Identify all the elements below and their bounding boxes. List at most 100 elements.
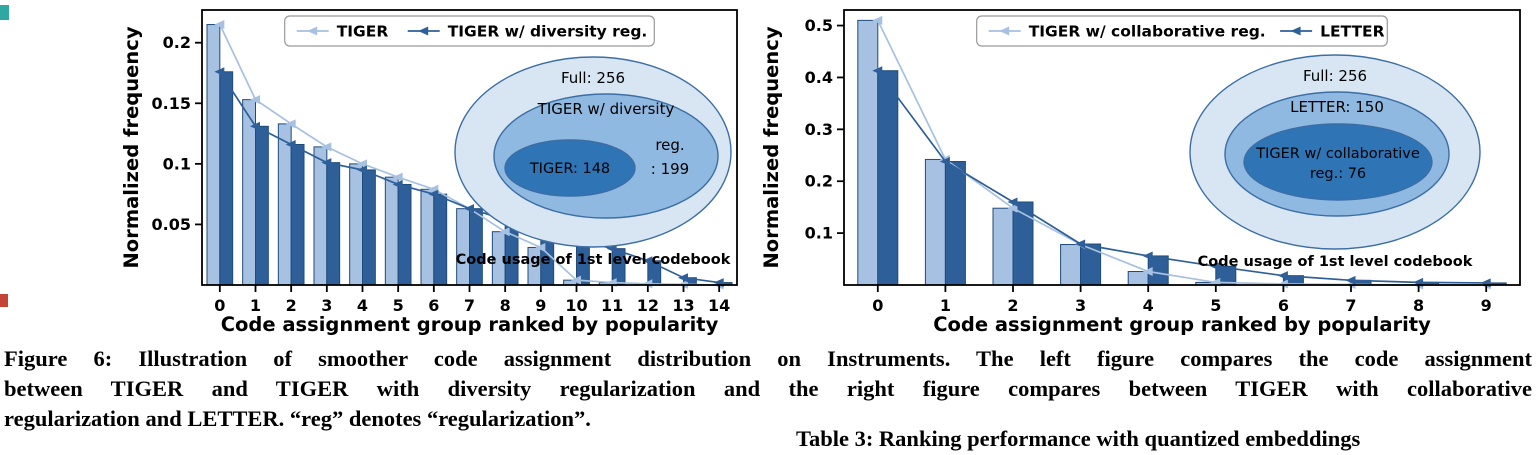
- svg-text:6: 6: [1278, 296, 1289, 315]
- left-arrow-marker: [464, 204, 474, 214]
- inset-middle-label: LETTER: 150: [1290, 98, 1384, 116]
- svg-text:10: 10: [565, 296, 587, 315]
- left-arrow-marker: [1277, 279, 1288, 289]
- left-arrow-marker: [535, 242, 546, 252]
- inset-inner-ellipse: [1243, 123, 1433, 201]
- svg-text:8: 8: [500, 296, 511, 315]
- lines: [214, 20, 724, 290]
- bar-s0-x0: [857, 19, 879, 286]
- svg-text:7: 7: [464, 296, 475, 315]
- left-arrow-marker: [307, 26, 318, 36]
- inset-inner-label: reg.: 76: [1310, 166, 1366, 182]
- left-arrow-marker: [1007, 203, 1018, 213]
- codebook-usage-inset: Full: 256 LETTER: 150 TIGER w/ collaborati…: [1189, 54, 1481, 270]
- left-arrow-marker: [1290, 26, 1301, 36]
- axes: 0.1 0.2 0.3 0.4 0.5 0 1 2 3 4 5 6 7 8 9 Code assignment…: [760, 9, 1521, 336]
- left-arrow-marker: [939, 157, 950, 167]
- bar-s0-x4: [1127, 271, 1149, 286]
- legend: TIGER w/ collaborative reg. LETTER: [976, 15, 1388, 47]
- left-arrow-marker: [872, 15, 883, 25]
- left-edge-artifact-mid: [0, 294, 8, 307]
- left-arrow-marker: [1345, 275, 1356, 285]
- left-arrow-marker: [428, 189, 439, 199]
- svg-text:6: 6: [428, 296, 439, 315]
- left-arrow-marker: [1007, 197, 1018, 207]
- bar-s1-x3: [326, 162, 341, 286]
- left-arrow-marker: [321, 158, 332, 168]
- y-axis-label: Normalized frequency: [760, 26, 783, 268]
- left-arrow-marker: [285, 119, 296, 129]
- inset-middle-label: TIGER w/ diversity: [537, 100, 675, 118]
- left-arrow-marker: [642, 256, 653, 266]
- svg-text:1: 1: [940, 296, 951, 315]
- bar-s0-x0: [206, 24, 221, 286]
- left-arrow-marker: [214, 20, 225, 30]
- bar-s0-x5: [384, 176, 399, 286]
- line-s1: [877, 70, 1487, 284]
- svg-text:5: 5: [393, 296, 404, 315]
- left-arrow-marker: [642, 279, 653, 289]
- left-arrow-marker: [392, 179, 403, 189]
- svg-text:4: 4: [357, 296, 368, 315]
- left-arrow-marker: [250, 121, 260, 131]
- bar-s0-x3: [1060, 244, 1082, 286]
- bar-s1-x2: [290, 143, 305, 286]
- inset-inner-ellipse: [504, 139, 636, 197]
- legend-label-s1: LETTER: [1320, 23, 1385, 41]
- bars: [857, 19, 1507, 286]
- svg-text:0.2: 0.2: [805, 172, 833, 191]
- svg-text:0.5: 0.5: [805, 16, 833, 35]
- figure-caption-line-3: regularization and LETTER. “reg” denotes…: [4, 406, 591, 431]
- left-arrow-marker: [1142, 251, 1153, 261]
- bar-s1-x1: [944, 161, 966, 286]
- svg-text:0.3: 0.3: [805, 120, 833, 139]
- bar-s1-x0: [877, 70, 899, 286]
- svg-text:3: 3: [321, 296, 332, 315]
- svg-text:2: 2: [1007, 296, 1018, 315]
- svg-text:7: 7: [1345, 296, 1356, 315]
- bar-s0-x4: [349, 163, 364, 286]
- y-axis-label: Normalized frequency: [120, 26, 143, 268]
- inset-middle-label-extra: : 199: [651, 160, 689, 178]
- bar-s1-x5: [397, 183, 412, 286]
- svg-text:8: 8: [1413, 296, 1424, 315]
- left-arrow-marker: [250, 95, 260, 105]
- bar-s0-x6: [420, 188, 435, 286]
- inset-caption: Code usage of 1st level codebook: [1198, 254, 1473, 270]
- bar-s0-x2: [277, 123, 292, 286]
- bar-s0-x2: [992, 207, 1014, 286]
- left-arrow-marker: [872, 66, 883, 76]
- svg-text:3: 3: [1075, 296, 1086, 315]
- left-arrow-marker: [999, 26, 1010, 36]
- svg-text:0.1: 0.1: [163, 154, 191, 173]
- svg-text:11: 11: [601, 296, 623, 315]
- left-arrow-marker: [357, 165, 367, 175]
- table-caption: Table 3: Ranking performance with quanti…: [796, 426, 1361, 451]
- svg-text:0: 0: [214, 296, 225, 315]
- svg-text:9: 9: [535, 296, 546, 315]
- svg-text:0.4: 0.4: [805, 68, 833, 87]
- bar-s0-x7: [456, 208, 471, 286]
- svg-text:0.1: 0.1: [805, 224, 833, 243]
- figure-caption-line-1: Figure 6: Illustration of smoother code …: [4, 346, 1532, 371]
- svg-text:4: 4: [1143, 296, 1154, 315]
- legend-box: [284, 15, 655, 47]
- svg-text:0: 0: [872, 296, 883, 315]
- svg-text:9: 9: [1481, 296, 1492, 315]
- figure-caption-line-2: between TIGER and TIGER with diversity r…: [4, 376, 1532, 401]
- left-arrow-marker: [418, 26, 429, 36]
- bar-s1-x1: [255, 125, 269, 286]
- left-arrow-marker: [214, 67, 225, 77]
- svg-text:12: 12: [637, 296, 659, 315]
- svg-text:0.2: 0.2: [163, 33, 191, 52]
- left-edge-artifact-top: [0, 5, 9, 20]
- plot-border: [843, 9, 1521, 286]
- bar-s1-x0: [219, 71, 234, 286]
- x-axis-label: Code assignment group ranked by populari…: [933, 313, 1431, 336]
- bar-s0-x1: [924, 158, 946, 286]
- codebook-usage-inset: Full: 256 TIGER w/ diversity reg.: 199 TIGE…: [454, 56, 732, 268]
- svg-text:0.05: 0.05: [152, 215, 191, 234]
- bar-s1-x3: [1080, 243, 1102, 286]
